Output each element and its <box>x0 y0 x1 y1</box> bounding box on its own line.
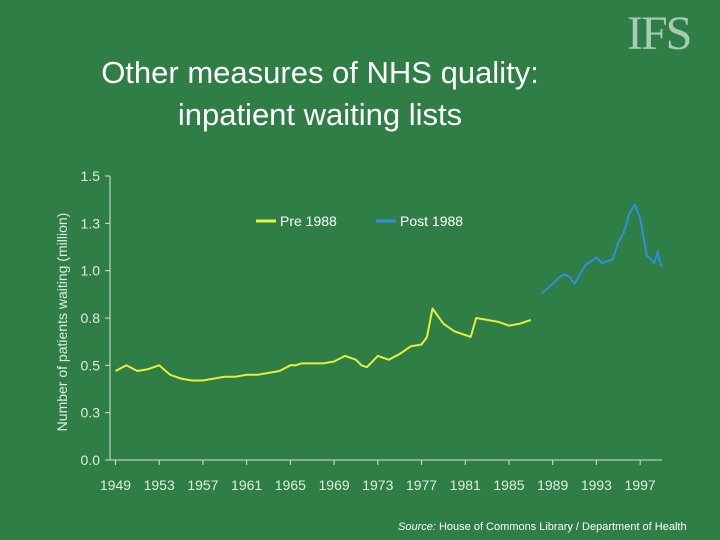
y-tick-label: 1.0 <box>81 263 101 279</box>
slide-title-line-2: inpatient waiting lists <box>177 97 463 132</box>
y-tick-label: 0.3 <box>81 405 101 421</box>
y-tick-label: 1.5 <box>81 168 101 184</box>
y-tick-label: 1.3 <box>81 215 101 231</box>
x-tick-label: 1977 <box>406 477 437 493</box>
x-tick-label: 1985 <box>493 477 524 493</box>
x-tick-label: 1973 <box>362 477 393 493</box>
slide-title: Other measures of NHS quality: inpatient… <box>40 52 600 136</box>
source-note: Source: House of Commons Library / Depar… <box>398 521 687 533</box>
source-text: House of Commons Library / Department of… <box>435 521 687 533</box>
ifs-logo: IFS <box>627 7 692 60</box>
y-tick-label: 0.5 <box>81 357 101 373</box>
legend-label: Pre 1988 <box>280 213 337 229</box>
x-tick-label: 1981 <box>450 477 481 493</box>
x-tick-label: 1965 <box>275 477 306 493</box>
x-tick-label: 1957 <box>187 477 218 493</box>
chart-legend: Pre 1988 Post 1988 <box>256 213 463 229</box>
x-tick-label: 1953 <box>144 477 175 493</box>
x-tick-label: 1997 <box>625 477 656 493</box>
slide-title-line-1: Other measures of NHS quality: <box>101 55 539 90</box>
x-tick-label: 1989 <box>537 477 568 493</box>
x-tick-label: 1969 <box>319 477 350 493</box>
source-prefix: Source: <box>398 521 436 533</box>
x-tick-label: 1949 <box>100 477 131 493</box>
y-tick-label: 0.8 <box>81 310 101 326</box>
x-tick-label: 1961 <box>231 477 262 493</box>
legend-label: Post 1988 <box>400 213 463 229</box>
y-tick-label: 0.0 <box>81 452 101 468</box>
x-tick-label: 1993 <box>581 477 612 493</box>
chart-series <box>115 203 663 382</box>
chart-axes: 0.0 0.3 0.5 0.8 1.0 1.3 1.5 1949 1953 1957 1961 196… <box>81 168 662 493</box>
series-line-pre-1988 <box>115 307 532 382</box>
series-line-post-1988 <box>541 203 663 295</box>
